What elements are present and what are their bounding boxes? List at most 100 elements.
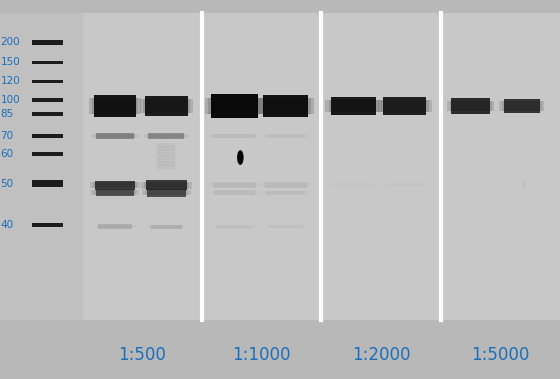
Bar (91, 134, 139, 138)
Bar (147, 134, 186, 138)
Text: 1:500: 1:500 (119, 346, 166, 364)
Bar (32, 134, 63, 138)
Bar (157, 156, 176, 160)
Bar (139, 99, 193, 113)
Bar (32, 80, 63, 83)
Bar (208, 98, 260, 114)
Bar (212, 191, 256, 194)
Bar (209, 191, 260, 194)
Bar (212, 225, 256, 228)
Bar (94, 225, 136, 228)
Text: 200: 200 (1, 38, 20, 47)
Bar (147, 225, 186, 228)
Bar (148, 133, 184, 139)
Bar (381, 100, 428, 112)
Text: 60: 60 (1, 149, 13, 158)
Bar (91, 191, 139, 195)
Bar (331, 97, 376, 115)
Bar (325, 100, 382, 113)
Bar (261, 135, 310, 138)
Bar (92, 98, 138, 114)
Bar (384, 97, 426, 115)
Bar (269, 225, 302, 228)
Bar (83, 13, 202, 320)
Bar (155, 143, 178, 147)
Bar (89, 98, 141, 114)
Bar (157, 149, 176, 153)
Bar (144, 134, 189, 138)
Text: 1:5000: 1:5000 (471, 346, 530, 364)
Bar (157, 146, 176, 150)
Bar (502, 101, 542, 111)
Bar (157, 149, 175, 154)
Bar (208, 183, 261, 187)
Text: 40: 40 (1, 220, 13, 230)
Bar (155, 162, 178, 166)
Bar (151, 225, 182, 229)
Bar (157, 165, 176, 169)
Bar (32, 223, 63, 227)
Bar (94, 95, 136, 117)
Bar (217, 225, 252, 229)
Bar (96, 190, 134, 196)
Text: 1:2000: 1:2000 (352, 346, 410, 364)
Bar (32, 98, 63, 102)
Ellipse shape (237, 150, 244, 165)
Bar (157, 146, 175, 151)
Bar (208, 135, 260, 138)
Bar (97, 225, 133, 228)
Bar (261, 191, 310, 194)
Bar (329, 100, 379, 113)
Bar (213, 182, 256, 188)
Bar (91, 182, 139, 188)
Bar (141, 182, 192, 189)
Bar (211, 183, 258, 187)
Bar (32, 40, 63, 45)
Bar (32, 112, 63, 116)
Bar (157, 161, 175, 166)
Bar (260, 183, 312, 187)
Bar (330, 184, 377, 186)
Bar (32, 180, 63, 187)
Bar (157, 155, 175, 160)
Bar (99, 224, 132, 229)
Bar (378, 100, 432, 112)
Bar (450, 101, 492, 111)
Bar (147, 189, 186, 197)
Bar (94, 182, 137, 188)
Bar (334, 183, 373, 187)
Text: 120: 120 (1, 77, 20, 86)
Bar (157, 159, 176, 163)
Bar (94, 134, 136, 138)
Bar (95, 180, 135, 190)
Bar (0, 13, 83, 320)
Bar (264, 191, 307, 194)
Bar (150, 225, 184, 228)
Bar (214, 225, 254, 228)
Bar (144, 182, 189, 189)
Bar (157, 158, 175, 163)
Text: 70: 70 (1, 131, 13, 141)
Bar (155, 159, 178, 163)
Text: 1:1000: 1:1000 (232, 346, 291, 364)
Bar (258, 99, 314, 114)
Bar (157, 143, 176, 147)
Bar (146, 180, 186, 190)
Bar (157, 152, 175, 157)
Bar (145, 96, 188, 116)
Bar (157, 162, 176, 166)
Bar (267, 226, 304, 228)
Bar (155, 146, 178, 150)
Bar (321, 13, 441, 320)
Bar (157, 143, 175, 148)
Bar (385, 184, 424, 186)
Bar (382, 184, 427, 186)
Bar (94, 191, 136, 195)
Bar (266, 134, 305, 138)
Bar (441, 13, 560, 320)
Bar (32, 61, 63, 64)
Bar (261, 99, 311, 114)
Bar (504, 99, 540, 113)
Bar (333, 184, 375, 186)
Bar (265, 226, 306, 228)
